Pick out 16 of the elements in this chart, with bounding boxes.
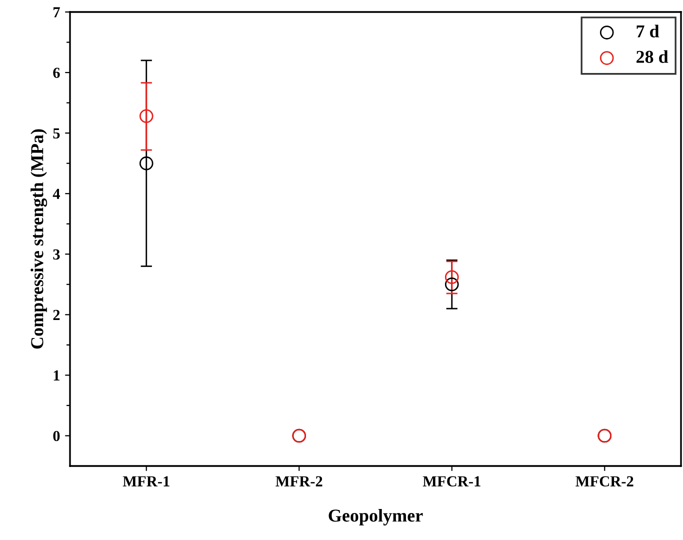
x-tick-label: MFR-1 (122, 476, 170, 486)
x-tick-label: MFCR-2 (576, 476, 634, 486)
legend-label: 28 d (636, 50, 668, 63)
x-tick-label: MFCR-1 (422, 476, 480, 486)
y-tick-label: 7 (54, 7, 60, 18)
x-axis-title: Geopolymer (328, 509, 423, 526)
x-tick-label: MFR-2 (276, 476, 322, 486)
y-tick-label: 4 (52, 188, 60, 199)
y-tick-label: 5 (53, 128, 60, 139)
y-tick-label: 6 (53, 68, 60, 78)
y-tick-label: 1 (54, 370, 60, 380)
legend-label: 7 d (636, 24, 660, 38)
y-tick-label: 3 (53, 249, 60, 260)
y-tick-label: 0 (53, 430, 60, 442)
y-axis-title: Compressive strength (MPa) (30, 129, 48, 349)
y-tick-label: 2 (53, 310, 60, 320)
